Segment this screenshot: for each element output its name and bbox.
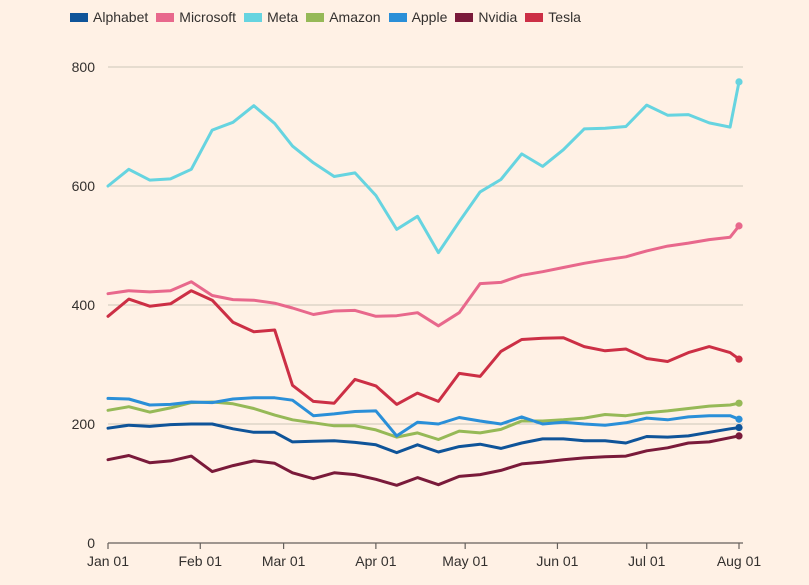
legend-label: Apple — [411, 9, 448, 25]
legend: Alphabet Microsoft Meta Amazon Apple Nvidia Te… — [70, 9, 581, 25]
legend-item-meta: Meta — [244, 9, 298, 25]
y-tick-label: 400 — [72, 297, 96, 313]
legend-swatch — [156, 12, 175, 22]
series-line-meta — [106, 80, 741, 255]
series-end-marker-amazon — [735, 399, 743, 407]
legend-label: Meta — [267, 9, 299, 25]
x-tick-label: Apr 01 — [355, 553, 396, 569]
legend-swatch — [306, 12, 325, 22]
legend-item-nvidia: Nvidia — [455, 9, 517, 25]
legend-item-apple: Apple — [388, 9, 448, 25]
x-tick-label: May 01 — [442, 553, 488, 569]
series-lines — [106, 78, 743, 487]
series-line-amazon — [106, 400, 741, 441]
legend-label: Alphabet — [93, 9, 149, 25]
series-line-tesla — [106, 289, 741, 406]
x-tick-label: Jun 01 — [536, 553, 578, 569]
x-tick-label: Jan 01 — [87, 553, 129, 569]
gridlines: 800 600 400 200 0 — [72, 59, 743, 551]
axes: Jan 01 Feb 01 Mar 01 Apr 01 May 01 Jun 01 Jul … — [87, 542, 762, 569]
legend-label: Microsoft — [179, 9, 237, 25]
x-tick-label: Feb 01 — [178, 553, 222, 569]
series-line-apple — [106, 396, 741, 438]
legend-item-tesla: Tesla — [525, 9, 581, 25]
legend-item-microsoft: Microsoft — [156, 9, 236, 25]
y-tick-label: 600 — [72, 178, 96, 194]
series-line-microsoft — [106, 224, 741, 328]
legend-swatch — [525, 12, 544, 22]
legend-item-alphabet: Alphabet — [70, 9, 148, 25]
legend-label: Amazon — [329, 9, 381, 25]
legend-item-amazon: Amazon — [306, 9, 381, 25]
y-tick-label: 200 — [72, 416, 96, 432]
series-end-marker-microsoft — [735, 222, 743, 230]
y-tick-label: 0 — [87, 535, 95, 551]
series-end-marker-apple — [735, 415, 743, 423]
series-end-marker-nvidia — [735, 432, 743, 440]
y-tick-label: 800 — [72, 59, 96, 75]
series-line-nvidia — [106, 434, 741, 487]
legend-swatch — [455, 12, 474, 22]
x-tick-label: Jul 01 — [628, 553, 666, 569]
x-tick-label: Aug 01 — [717, 553, 762, 569]
legend-label: Nvidia — [478, 9, 518, 25]
series-end-marker-tesla — [735, 355, 743, 363]
legend-swatch — [388, 12, 407, 22]
legend-swatch — [70, 12, 88, 22]
series-end-marker-meta — [735, 78, 743, 86]
series-line-alphabet — [106, 422, 741, 455]
x-tick-label: Mar 01 — [262, 553, 306, 569]
legend-label: Tesla — [548, 9, 581, 25]
legend-swatch — [244, 12, 263, 22]
series-end-marker-alphabet — [735, 423, 743, 432]
